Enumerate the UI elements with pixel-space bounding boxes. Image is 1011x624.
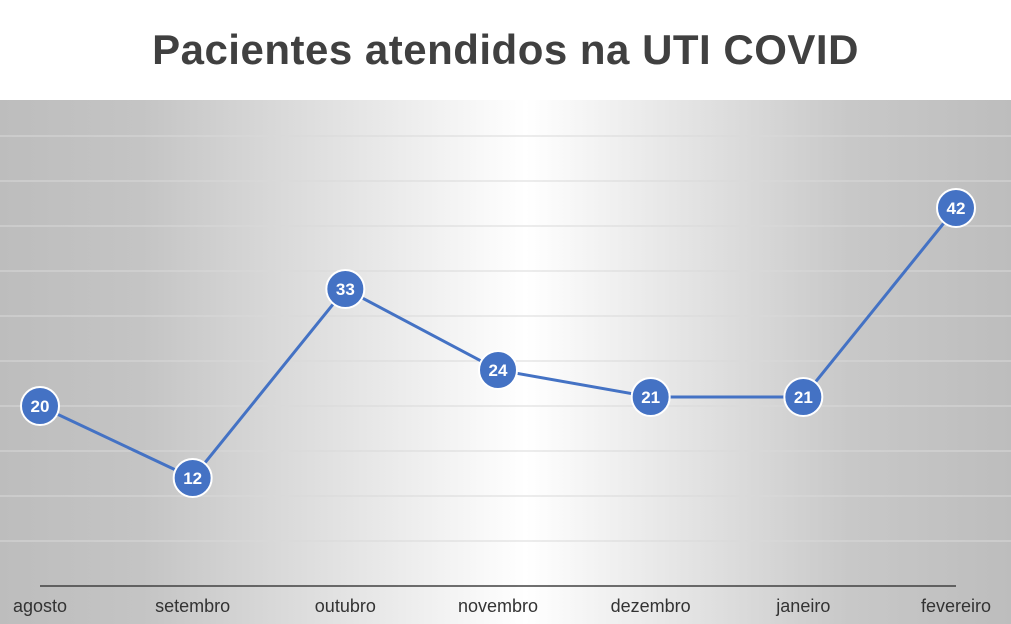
data-point bbox=[172, 458, 213, 498]
data-label: 21 bbox=[641, 388, 660, 407]
chart-title: Pacientes atendidos na UTI COVID bbox=[152, 26, 859, 73]
data-label: 42 bbox=[947, 199, 966, 218]
data-point bbox=[630, 377, 671, 417]
data-point bbox=[20, 386, 60, 426]
series-group: 20 12 33 24 21 21 42 bbox=[20, 188, 976, 498]
x-tick-label: novembro bbox=[458, 596, 538, 616]
data-point bbox=[936, 188, 976, 228]
data-label: 24 bbox=[489, 361, 508, 380]
x-tick-labels: agosto setembro outubro novembro dezembro jan… bbox=[13, 596, 991, 616]
data-label: 20 bbox=[31, 397, 50, 416]
data-label: 33 bbox=[336, 280, 355, 299]
x-tick-label: setembro bbox=[155, 596, 230, 616]
data-point bbox=[783, 377, 824, 417]
data-point bbox=[478, 350, 518, 390]
x-tick-label: dezembro bbox=[611, 596, 691, 616]
x-tick-label: agosto bbox=[13, 596, 67, 616]
data-label: 12 bbox=[183, 469, 202, 488]
gridlines bbox=[0, 135, 1011, 542]
line-chart: 20 12 33 24 21 21 42 agosto setembro outubro nove… bbox=[0, 100, 1011, 624]
x-tick-label: janeiro bbox=[775, 596, 830, 616]
data-label: 21 bbox=[794, 388, 813, 407]
data-point bbox=[325, 269, 366, 309]
x-tick-label: fevereiro bbox=[921, 596, 991, 616]
x-tick-label: outubro bbox=[315, 596, 376, 616]
